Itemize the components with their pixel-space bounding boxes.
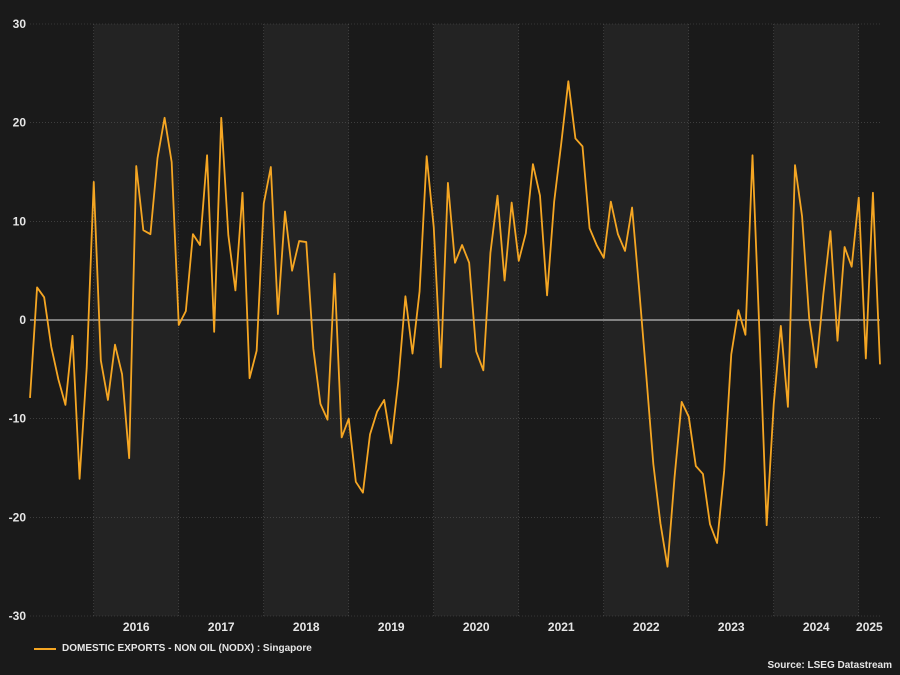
x-tick-label-2018: 2018 [293,620,320,634]
y-tick-label: -10 [9,412,27,426]
y-tick-label: 20 [13,116,27,130]
x-tick-label-2020: 2020 [463,620,490,634]
legend: DOMESTIC EXPORTS - NON OIL (NODX) : Sing… [34,643,312,654]
x-tick-label-2021: 2021 [548,620,575,634]
legend-swatch [34,647,56,650]
y-tick-label: -30 [9,609,27,623]
source-note: Source: LSEG Datastream [767,660,893,671]
x-tick-label-2023: 2023 [718,620,745,634]
y-tick-label: 10 [13,214,27,228]
y-axis-ticks: 30 20 10 0 -10 -20 -30 [9,17,27,623]
x-axis-ticks: 2016 2017 2018 2019 2020 2021 2022 2023 2024 2025 [123,620,883,634]
y-tick-label: 30 [13,17,27,31]
x-tick-label-2017: 2017 [208,620,235,634]
x-tick-label-2024: 2024 [803,620,830,634]
x-tick-label-2016: 2016 [123,620,150,634]
gridlines [30,23,880,617]
series-line-nodx [29,80,881,568]
x-tick-label-2019: 2019 [378,620,405,634]
x-tick-label-2025: 2025 [856,620,883,634]
y-tick-label: 0 [19,313,26,327]
legend-label: DOMESTIC EXPORTS - NON OIL (NODX) : Sing… [62,643,312,654]
x-tick-label-2022: 2022 [633,620,660,634]
y-tick-label: -20 [9,510,27,524]
